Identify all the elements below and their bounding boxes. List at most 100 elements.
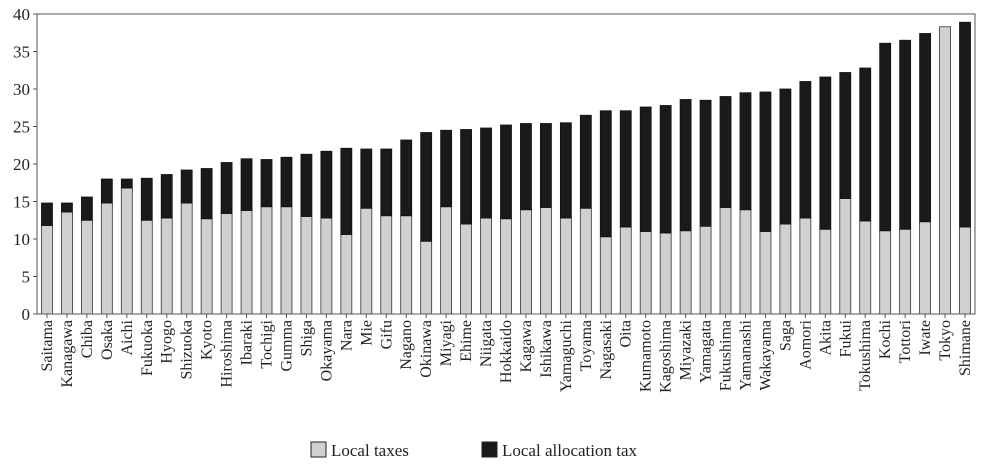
bar-local-taxes bbox=[500, 218, 512, 315]
bar-local-allocation-tax bbox=[400, 139, 413, 217]
bar-local-allocation-tax bbox=[80, 196, 93, 221]
bar-local-taxes bbox=[240, 210, 253, 315]
bar-local-taxes bbox=[759, 231, 772, 315]
legend-label-local-taxes: Local taxes bbox=[331, 441, 409, 460]
x-category-label: Gumma bbox=[278, 320, 295, 372]
x-category-label: Oita bbox=[618, 320, 635, 348]
x-category-label: Mie bbox=[358, 320, 375, 346]
x-category-label: Hokkaido bbox=[498, 320, 515, 383]
x-category-label: Yamagata bbox=[698, 320, 715, 383]
bar-local-allocation-tax bbox=[500, 124, 512, 220]
legend: Local taxes Local allocation tax bbox=[310, 441, 637, 460]
bar-local-taxes bbox=[220, 213, 233, 315]
bar-local-taxes bbox=[280, 206, 293, 315]
bar-local-allocation-tax bbox=[440, 129, 453, 208]
x-category-label: Tottori bbox=[897, 319, 914, 363]
x-category-label: Ibaraki bbox=[239, 319, 256, 365]
bar-local-taxes bbox=[859, 220, 872, 315]
bar-local-allocation-tax bbox=[320, 150, 333, 219]
x-category-label: Akita bbox=[817, 320, 834, 356]
bar-local-allocation-tax bbox=[819, 76, 832, 230]
x-category-label: Iwate bbox=[917, 320, 934, 356]
bar-local-allocation-tax bbox=[240, 158, 253, 211]
bar-local-allocation-tax bbox=[61, 202, 73, 213]
x-category-label: Hyogo bbox=[159, 320, 176, 364]
bar-local-taxes bbox=[779, 223, 792, 315]
bar-local-allocation-tax bbox=[759, 91, 772, 232]
bar-local-taxes bbox=[180, 202, 193, 315]
x-category-label: Okayama bbox=[318, 320, 335, 381]
bar-local-allocation-tax bbox=[619, 110, 632, 228]
x-category-label: Kumamoto bbox=[638, 320, 655, 392]
bar-local-taxes bbox=[41, 225, 53, 315]
x-category-label: Yamaguchi bbox=[558, 319, 575, 392]
bar-local-taxes bbox=[819, 228, 832, 315]
bar-local-allocation-tax bbox=[180, 169, 193, 204]
x-category-label: Okinawa bbox=[418, 320, 435, 378]
bar-local-allocation-tax bbox=[779, 88, 792, 225]
x-category-label: Ishikawa bbox=[538, 320, 555, 378]
bar-local-allocation-tax bbox=[260, 159, 273, 208]
bar-local-allocation-tax bbox=[460, 129, 472, 225]
y-tick-label: 15 bbox=[13, 193, 30, 212]
x-category-label: Miyazaki bbox=[678, 319, 695, 380]
x-category-label: Chiba bbox=[79, 320, 96, 358]
bar-local-allocation-tax bbox=[140, 177, 153, 221]
x-category-label: Aichi bbox=[119, 319, 136, 355]
bar-local-taxes bbox=[200, 218, 213, 315]
bar-local-taxes bbox=[579, 207, 592, 315]
x-category-label: Yamanashi bbox=[737, 319, 754, 390]
bar-local-taxes bbox=[400, 215, 413, 315]
bar-local-taxes bbox=[80, 219, 93, 315]
bar-local-taxes bbox=[879, 230, 892, 315]
x-axis-category-labels: Saitama Kanagawa Chiba Osaka Aichi Fukuoka Hyo… bbox=[39, 319, 974, 392]
bar-local-allocation-tax bbox=[599, 110, 612, 238]
bar-local-taxes bbox=[460, 223, 472, 315]
x-category-label: Aomori bbox=[797, 319, 814, 369]
x-category-label: Gifu bbox=[378, 320, 395, 349]
bar-local-allocation-tax bbox=[579, 114, 592, 209]
x-category-label: Nara bbox=[338, 320, 355, 351]
bar-local-taxes bbox=[899, 228, 912, 315]
bar-local-taxes bbox=[360, 207, 373, 315]
bar-local-taxes bbox=[320, 217, 333, 315]
bar-local-taxes bbox=[480, 217, 492, 315]
x-category-label: Kagawa bbox=[518, 320, 535, 372]
bar-local-taxes bbox=[380, 215, 393, 315]
bar-local-taxes bbox=[939, 26, 951, 315]
bar-local-taxes bbox=[739, 209, 752, 315]
y-tick-label: 10 bbox=[13, 230, 30, 249]
bar-local-allocation-tax bbox=[300, 153, 313, 217]
x-category-label: Kyoto bbox=[199, 320, 216, 360]
bar-local-taxes bbox=[540, 207, 552, 315]
legend-swatch-local-taxes bbox=[310, 441, 327, 458]
x-category-label: Kochi bbox=[877, 319, 894, 359]
bar-local-allocation-tax bbox=[280, 156, 293, 208]
bar-local-taxes bbox=[619, 226, 632, 315]
bar-local-taxes bbox=[559, 217, 572, 315]
bar-local-taxes bbox=[919, 221, 932, 315]
bar-local-allocation-tax bbox=[559, 122, 572, 219]
bar-local-allocation-tax bbox=[340, 147, 353, 235]
y-tick-label: 35 bbox=[13, 43, 30, 62]
x-category-label: Wakayama bbox=[757, 320, 774, 391]
x-category-label: Tochigi bbox=[259, 319, 276, 368]
x-category-label: Toyama bbox=[578, 320, 595, 371]
bar-local-taxes bbox=[340, 234, 353, 315]
x-category-label: Tokyo bbox=[937, 320, 954, 361]
bar-local-taxes bbox=[599, 236, 612, 315]
bar-local-taxes bbox=[639, 231, 652, 315]
bar-local-taxes bbox=[260, 206, 273, 315]
bar-local-allocation-tax bbox=[120, 178, 133, 189]
x-category-label: Fukuoka bbox=[139, 320, 156, 376]
bar-local-allocation-tax bbox=[919, 33, 932, 223]
bar-local-allocation-tax bbox=[839, 72, 852, 199]
bars bbox=[41, 21, 971, 318]
plot-frame bbox=[36, 13, 976, 315]
bar-local-taxes bbox=[300, 216, 313, 315]
bar-local-taxes bbox=[140, 219, 153, 315]
x-category-label: Shimane bbox=[957, 320, 974, 376]
bar-local-taxes bbox=[100, 202, 113, 315]
y-tick-label: 5 bbox=[22, 268, 31, 287]
